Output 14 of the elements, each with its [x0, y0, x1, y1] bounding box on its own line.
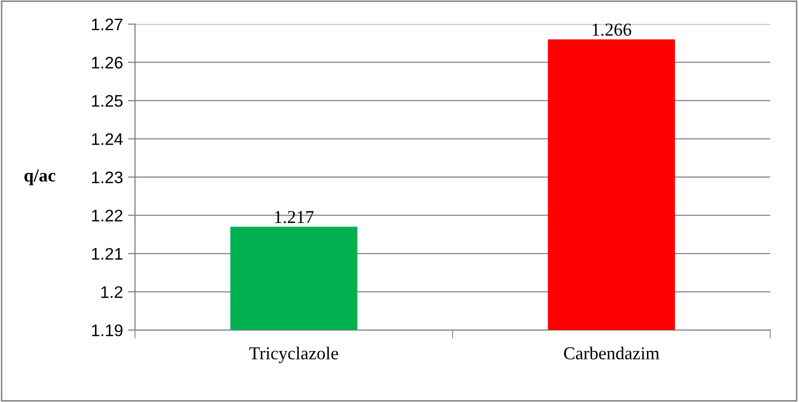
- y-tick-label: 1.19: [92, 324, 122, 336]
- y-tick-label: 1.22: [92, 210, 122, 222]
- y-axis-title: q/ac: [24, 170, 56, 186]
- y-tick-label: 1.27: [92, 18, 122, 30]
- data-label: 1.217: [275, 210, 314, 224]
- x-tick-label: Carbendazim: [564, 346, 660, 360]
- y-tick-label: 1.21: [92, 248, 122, 260]
- x-tick-label: Tricyclazole: [249, 346, 338, 364]
- y-tick-label: 1.25: [92, 95, 123, 107]
- y-tick-label: 1.26: [92, 56, 122, 69]
- y-tick-label: 1.24: [92, 133, 123, 145]
- data-label: 1.266: [592, 24, 632, 36]
- y-tick-label: 1.2: [101, 286, 122, 298]
- y-tick-label: 1.23: [92, 171, 122, 184]
